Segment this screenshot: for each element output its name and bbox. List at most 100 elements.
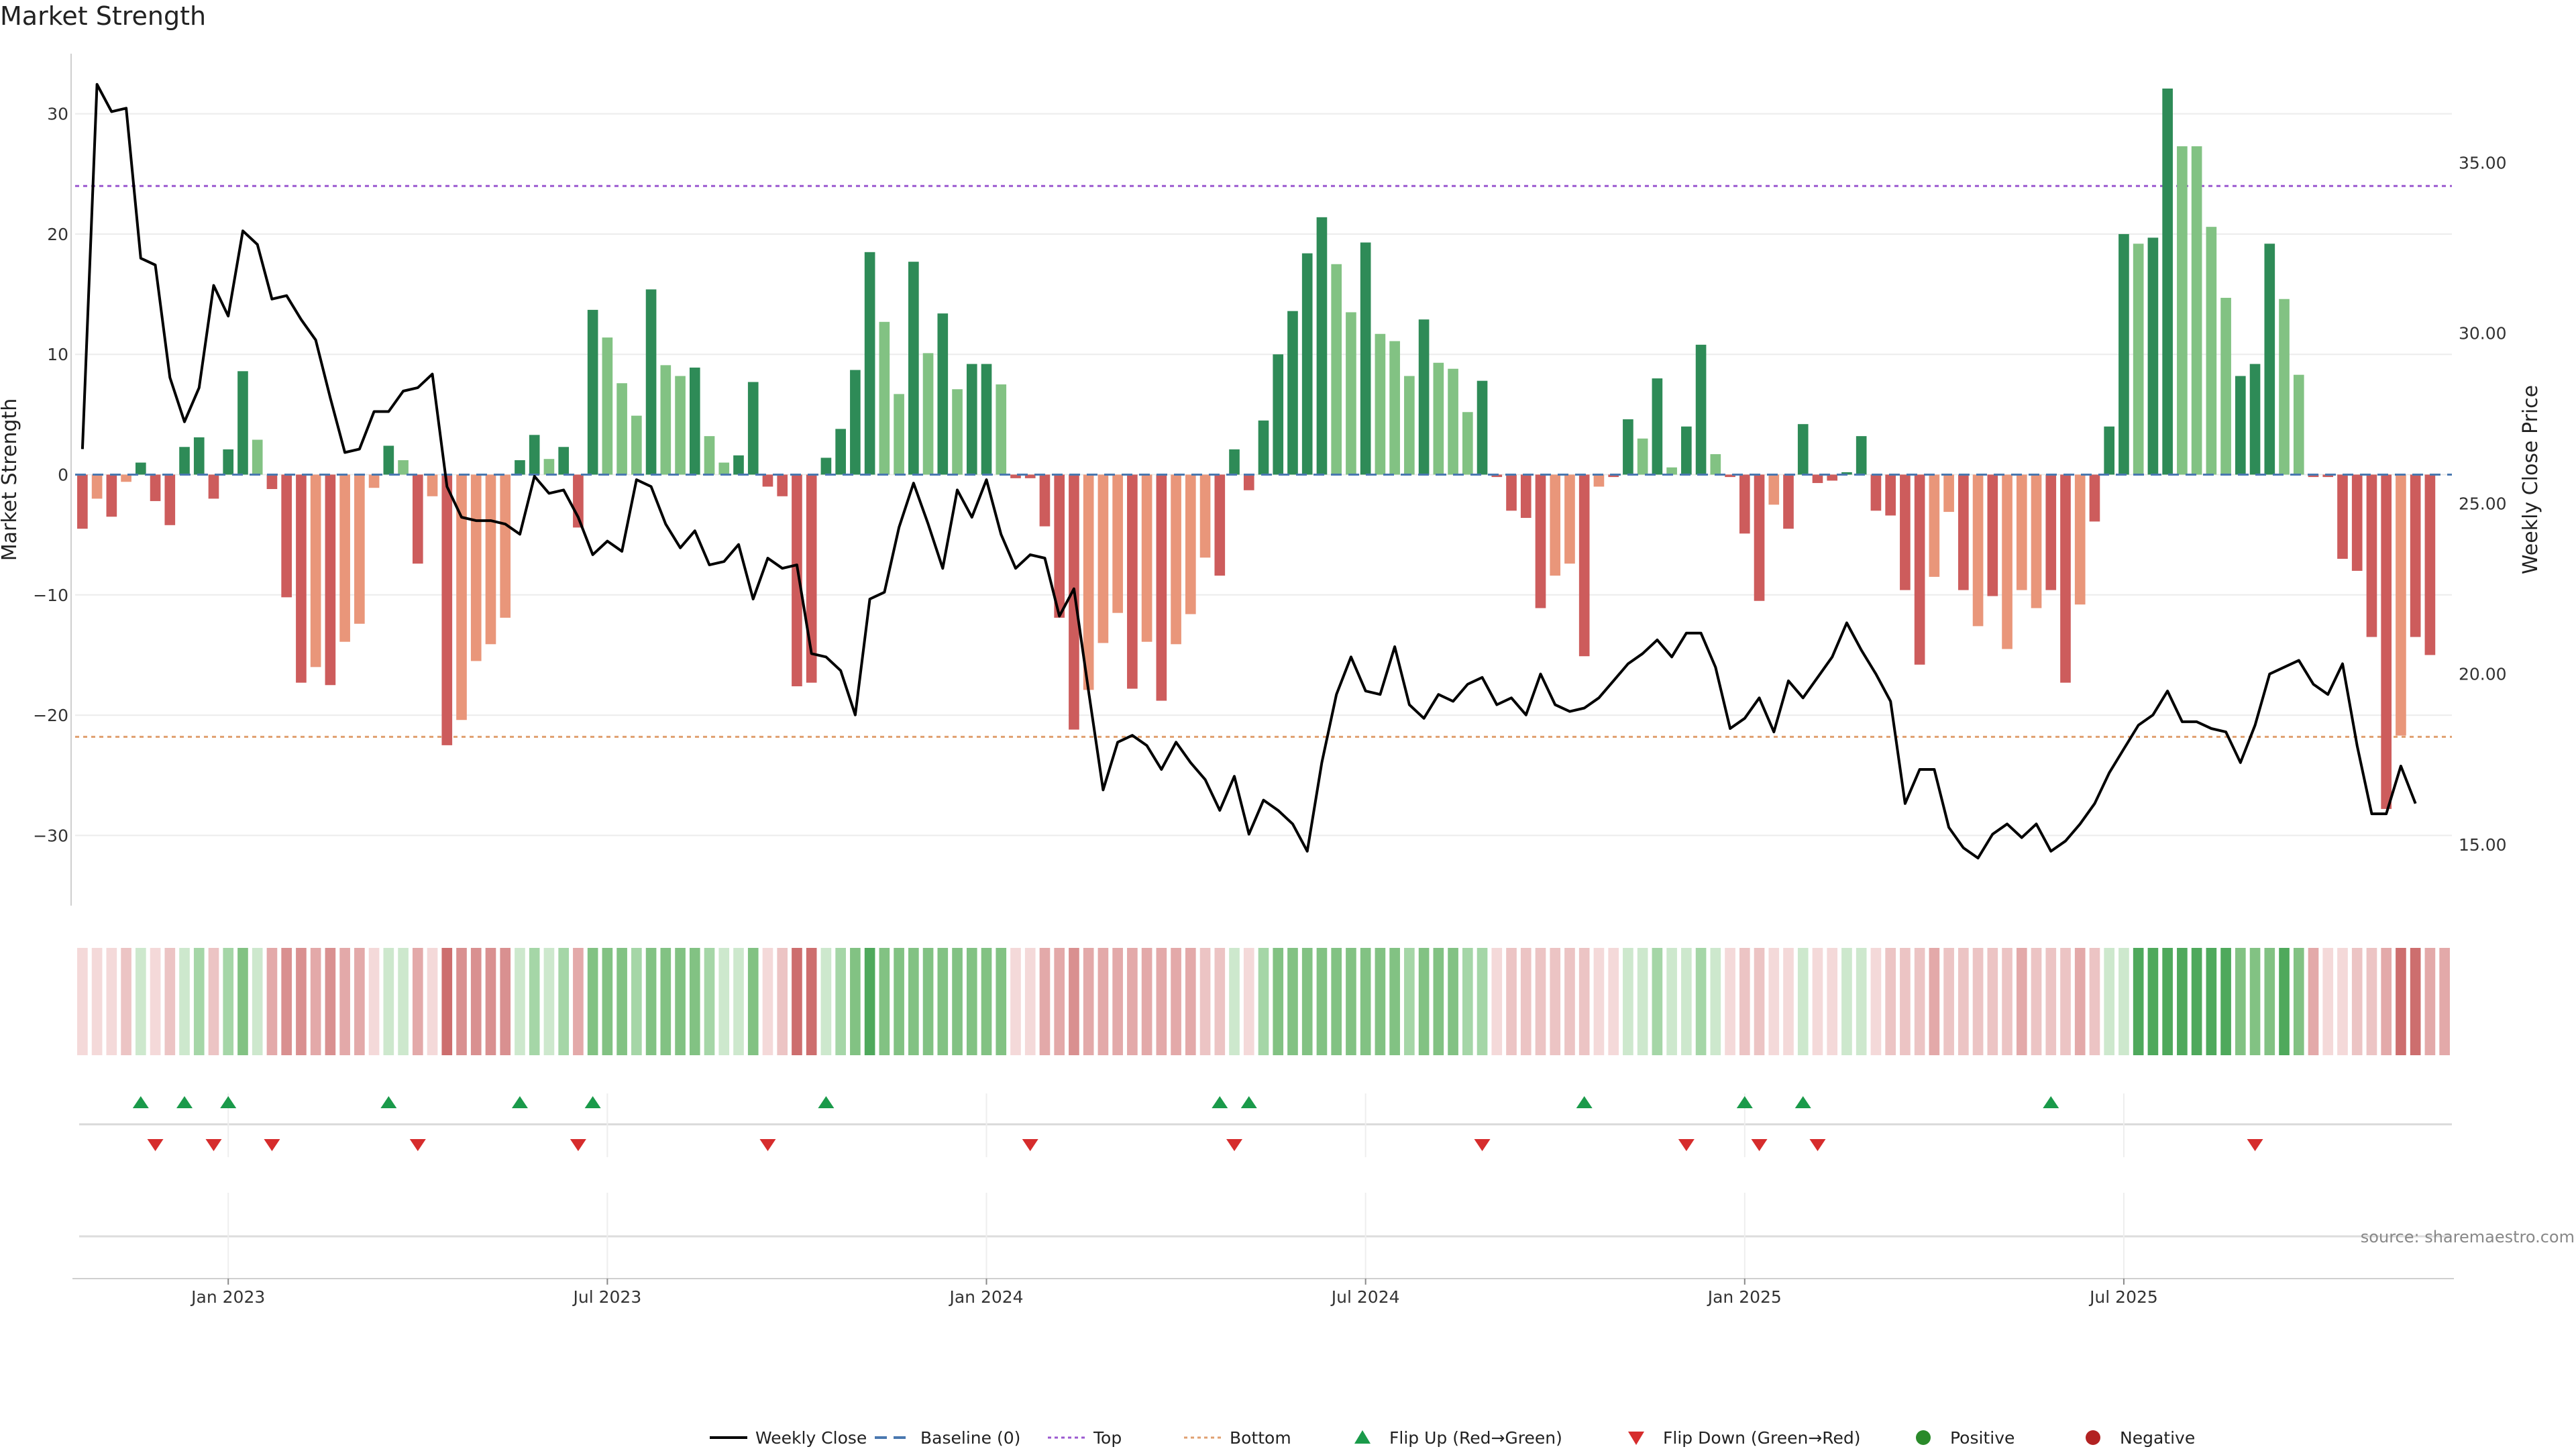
y-tick-label: 0 xyxy=(58,466,68,485)
heat-strip-cell xyxy=(1841,948,1852,1055)
strength-bar xyxy=(412,474,423,564)
legend-label: Negative xyxy=(2120,1428,2195,1448)
y-tick-label: −20 xyxy=(33,706,68,725)
heat-strip-cell xyxy=(1520,948,1532,1055)
strength-bar xyxy=(587,309,598,475)
strength-bar xyxy=(441,474,453,745)
heat-strip-cell xyxy=(1958,948,1969,1055)
legend-item: Bottom xyxy=(1184,1428,1291,1448)
heat-strip-cell xyxy=(2191,948,2202,1055)
heat-strip-cell xyxy=(1564,948,1575,1055)
flip-down-marker xyxy=(1678,1139,1695,1151)
heat-strip-cell xyxy=(922,948,934,1055)
heat-strip-cell xyxy=(485,948,496,1055)
heat-strip-cell xyxy=(1695,948,1707,1055)
heat-strip-cell xyxy=(1083,948,1094,1055)
heat-strip-cell xyxy=(252,948,263,1055)
heat-strip-cell xyxy=(2045,948,2057,1055)
heat-strip-cell xyxy=(2264,948,2275,1055)
flip-down-marker xyxy=(1022,1139,1038,1151)
strength-bar xyxy=(1404,376,1415,475)
heat-strip-cell xyxy=(1404,948,1415,1055)
legend-item: Flip Down (Green→Red) xyxy=(1628,1428,1861,1448)
flip-up-marker xyxy=(1794,1096,1811,1108)
heat-strip-cell xyxy=(427,948,438,1055)
strength-bar xyxy=(193,437,205,475)
heat-strip-cell xyxy=(77,948,88,1055)
heat-strip-cell xyxy=(1637,948,1648,1055)
legend-item: Baseline (0) xyxy=(875,1428,1020,1448)
heat-strip-cell xyxy=(879,948,890,1055)
flip-down-marker xyxy=(2247,1139,2263,1151)
flip-up-marker xyxy=(1240,1096,1257,1108)
heat-strip-cell xyxy=(1418,948,1430,1055)
strength-bar xyxy=(864,252,875,475)
strength-bar xyxy=(1681,426,1692,475)
strength-bar xyxy=(1506,474,1517,511)
x-tick-label: Jul 2024 xyxy=(1330,1287,1400,1307)
strength-bar xyxy=(1127,474,1138,689)
heat-strip-cell xyxy=(1448,948,1458,1055)
y2-tick-label: 25.00 xyxy=(2459,494,2507,514)
heat-strip-cell xyxy=(500,948,511,1055)
y-tick-label: −10 xyxy=(33,586,68,605)
heat-strip-cell xyxy=(1491,948,1503,1055)
strength-bar xyxy=(91,474,103,499)
heat-strip-cell xyxy=(2002,948,2012,1055)
heat-strip-cell xyxy=(1097,948,1109,1055)
heat-strip-cell xyxy=(1069,948,1079,1055)
flip-down-marker xyxy=(1751,1139,1768,1151)
strength-bar xyxy=(850,370,861,475)
strength-bar xyxy=(2381,474,2392,809)
heat-strip-cell xyxy=(2133,948,2144,1055)
heat-strip-cell xyxy=(1914,948,1925,1055)
strength-bar xyxy=(368,474,380,488)
strength-bar xyxy=(2308,474,2319,478)
strength-bar xyxy=(1083,474,1094,690)
strength-bar xyxy=(1520,474,1532,519)
heat-strip-cell xyxy=(2206,948,2217,1055)
heat-strip-cell xyxy=(1243,948,1254,1055)
heat-strip-cell xyxy=(456,948,467,1055)
heat-strip-cell xyxy=(1827,948,1838,1055)
strength-bar xyxy=(1885,474,1896,516)
legend-item: Weekly Close xyxy=(710,1428,867,1448)
legend-label: Weekly Close xyxy=(755,1428,867,1448)
strength-bar xyxy=(1258,420,1269,475)
heat-strip-cell xyxy=(179,948,190,1055)
heat-strip-cell xyxy=(1024,948,1036,1055)
heat-strip-cell xyxy=(1199,948,1211,1055)
heat-strip-cell xyxy=(1987,948,1998,1055)
strength-bar xyxy=(1652,378,1663,475)
strength-bar xyxy=(1331,264,1342,475)
strength-bar xyxy=(1054,474,1065,618)
strength-bar xyxy=(266,474,278,490)
strength-bar xyxy=(1608,474,1619,478)
strength-bar xyxy=(689,367,700,475)
strength-bar xyxy=(631,415,642,475)
strength-bar xyxy=(1229,449,1240,475)
y-tick-label: −30 xyxy=(33,826,68,845)
heat-strip-cell xyxy=(1578,948,1590,1055)
strength-bar xyxy=(2060,474,2071,683)
heat-strip-cell xyxy=(150,948,161,1055)
strength-bar xyxy=(1666,467,1677,475)
strength-bar xyxy=(777,474,788,496)
heat-strip-cell xyxy=(164,948,176,1055)
x-tick-label: Jan 2023 xyxy=(190,1287,265,1307)
heat-strip-cell xyxy=(2074,948,2086,1055)
strength-bar xyxy=(966,364,977,475)
heat-strip-cell xyxy=(864,948,875,1055)
heat-strip-cell xyxy=(660,948,672,1055)
strength-bar xyxy=(427,474,438,496)
y2-tick-label: 35.00 xyxy=(2459,154,2507,173)
heat-strip-cell xyxy=(704,948,715,1055)
x-tick-label: Jul 2023 xyxy=(572,1287,642,1307)
strength-bar xyxy=(908,262,919,475)
heat-strip-cell xyxy=(1856,948,1867,1055)
heat-strip-cell xyxy=(777,948,788,1055)
strength-bar xyxy=(1900,474,1911,590)
strength-bar xyxy=(77,474,88,529)
flip-up-marker xyxy=(584,1096,601,1108)
strength-bar xyxy=(2104,426,2115,475)
